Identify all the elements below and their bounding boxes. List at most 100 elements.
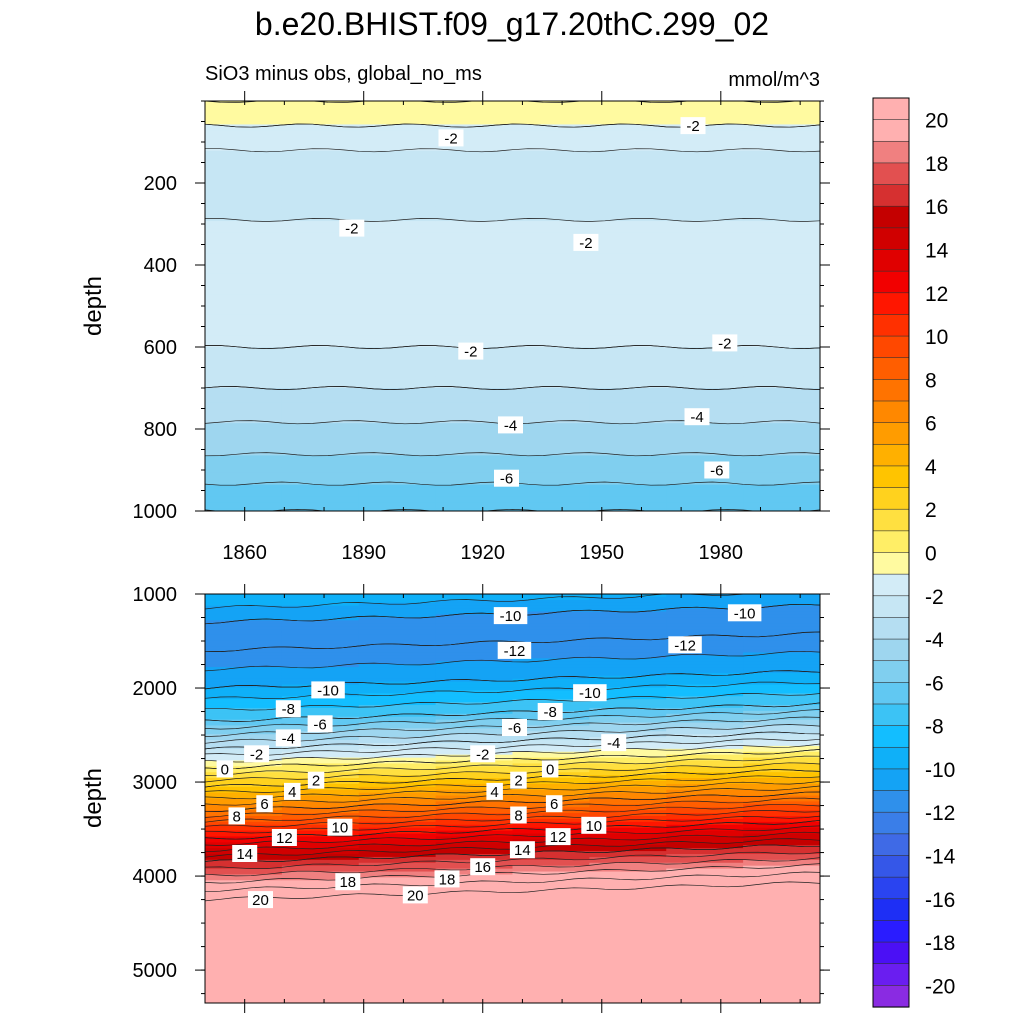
contour-band-cell [358,640,437,645]
contour-band-cell [589,775,667,779]
contour-band-cell [281,300,360,304]
contour-label: 18 [339,874,356,891]
contour-label: 4 [288,784,296,801]
contour-band-cell [281,221,360,225]
contour-line [205,386,820,390]
contour-band-cell [358,681,437,686]
contour-band-cell [589,364,667,369]
contour-band-cell [743,903,820,908]
contour-label-box [470,745,496,763]
contour-band-cell [666,690,744,694]
contour-band-cell [512,303,590,307]
contour-band-cell [205,376,283,380]
contour-band-cell [666,851,744,855]
contour-band-cell [205,402,283,407]
contour-band-cell [205,722,283,727]
contour-band-cell [281,836,360,840]
contour-band-cell [435,941,514,946]
contour-band-cell [743,842,820,846]
contour-band-cell [205,127,283,131]
contour-band-cell [435,766,514,770]
contour-band-cell [281,941,360,946]
contour-band-cell [358,827,437,832]
contour-band-cell [512,118,590,123]
contour-band-cell [666,947,744,952]
contour-band-cell [205,159,283,164]
contour-band-cell [589,985,667,989]
contour-band-cell [512,162,590,167]
contour-band-cell [358,658,437,662]
contour-band-cell [743,851,820,855]
contour-band-cell [743,845,820,849]
contour-band-cell [743,991,820,995]
contour-band-cell [281,270,360,275]
contour-band-cell [281,235,360,240]
colorbar-tick-label: 18 [925,153,948,176]
contour-band-cell [281,168,360,172]
contour-band-cell [512,241,590,246]
contour-band-cell [281,475,360,480]
contour-band-cell [589,1000,667,1003]
contour-band-cell [281,414,360,418]
contour-band-cell [281,347,360,351]
contour-band-cell [435,426,514,430]
contour-band-cell [743,862,820,867]
contour-band-cell [281,224,360,228]
contour-band-cell [512,813,590,817]
contour-band-cell [743,935,820,940]
contour-band-cell [281,871,360,876]
contour-band-cell [281,859,360,864]
contour-band-cell [743,323,820,328]
contour-band-cell [743,115,820,120]
contour-band-cell [435,667,514,671]
contour-band-cell [512,617,590,621]
contour-band-cell [589,153,667,158]
contour-band-cell [358,118,437,123]
contour-band-cell [281,373,360,377]
contour-band-cell [358,326,437,331]
contour-band-cell [743,461,820,465]
contour-band-cell [743,988,820,992]
contour-band-cell [666,891,744,896]
contour-band-cell [281,596,360,601]
contour-band-cell [435,935,514,940]
contour-band-cell [435,393,514,398]
contour-band-cell [589,897,667,902]
top-y-axis-label: depth [80,276,107,336]
contour-band-cell [589,194,667,199]
contour-label: 8 [233,808,241,825]
contour-line [205,702,820,722]
contour-band-cell [281,253,360,257]
contour-band-cell [281,197,360,202]
contour-band-cell [281,868,360,873]
contour-band-cell [281,393,360,398]
contour-band-cell [589,772,667,776]
contour-band-cell [589,687,667,692]
contour-band-cell [589,127,667,131]
contour-band-cell [205,103,283,108]
contour-band-cell [358,291,437,295]
contour-band-cell [281,276,360,281]
contour-band-cell [281,956,360,960]
contour-band-cell [281,614,360,618]
contour-band-cell [589,634,667,639]
contour-band-cell [743,702,820,706]
contour-band-cell [666,139,744,143]
contour-band-cell [358,596,437,601]
contour-band-cell [205,772,283,776]
contour-band-cell [435,197,514,202]
contour-band-cell [743,967,820,972]
contour-band-cell [666,270,744,275]
contour-band-cell [205,311,283,316]
contour-band-cell [281,247,360,251]
contour-band-cell [512,250,590,254]
contour-band-cell [589,947,667,952]
contour-band-cell [589,262,667,266]
contour-band-cell [666,734,744,738]
contour-band-cell [666,434,744,439]
contour-band-cell [205,690,283,694]
contour-band-cell [589,215,667,219]
contour-band-cell [512,285,590,290]
contour-band-cell [435,358,514,363]
contour-band-cell [435,883,514,887]
